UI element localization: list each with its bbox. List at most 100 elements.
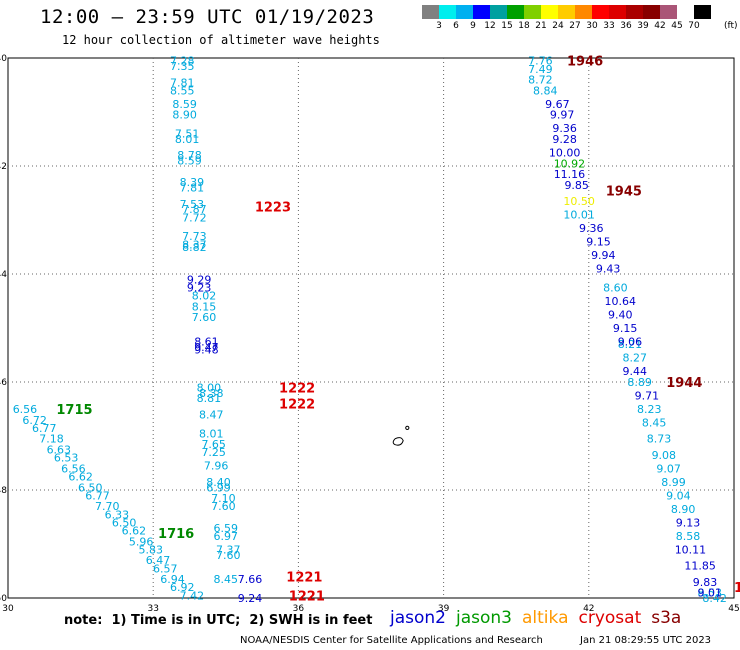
wave-height-point: 8.40 xyxy=(206,476,231,489)
wave-height-point: 9.44 xyxy=(623,365,648,378)
colorbar-swatch xyxy=(439,5,456,19)
wave-height-point: 10.92 xyxy=(554,157,586,170)
wave-height-point: 8.89 xyxy=(627,376,652,389)
wave-height-point: 6.99 xyxy=(206,481,231,494)
wave-height-point: 7.81 xyxy=(180,182,205,195)
wave-height-point: 9.15 xyxy=(613,322,638,335)
wave-height-point: 8.84 xyxy=(533,84,558,97)
wave-height-point: 7.72 xyxy=(182,211,207,224)
wave-height-point: 7.66 xyxy=(238,573,263,586)
wave-height-point: 6.50 xyxy=(78,481,103,494)
wave-height-point: 6.47 xyxy=(146,554,171,567)
wave-height-point: 6.62 xyxy=(68,471,93,484)
y-tick-label: -40 xyxy=(0,54,7,64)
wave-height-point: 9.47 xyxy=(194,341,219,354)
chart-subtitle: 12 hour collection of altimeter wave hei… xyxy=(62,33,380,47)
wave-height-point: 8.23 xyxy=(637,403,662,416)
wave-height-point: 8.58 xyxy=(676,530,701,543)
timestamp: Jan 21 08:29:55 UTC 2023 xyxy=(580,635,712,646)
wave-height-point: 8.39 xyxy=(180,176,205,189)
wave-height-point: 6.77 xyxy=(32,422,57,435)
pass-time-label: 1944 xyxy=(666,376,702,391)
page-title: 12:00 — 23:59 UTC 01/19/2023 xyxy=(40,6,375,28)
wave-height-point: 10.00 xyxy=(549,147,581,160)
wave-height-point: 9.36 xyxy=(579,222,604,235)
colorbar-label: 3 xyxy=(436,21,442,31)
wave-height-point: 9.83 xyxy=(693,576,718,589)
wave-height-point: 5.96 xyxy=(129,535,154,548)
wave-height-point: 7.53 xyxy=(180,198,205,211)
wave-height-point: 8.42 xyxy=(702,592,727,605)
satellite-legend-jason2: jason2 xyxy=(390,608,446,628)
wave-height-point: 8.37 xyxy=(182,238,207,251)
wave-height-point: 7.76 xyxy=(528,55,553,68)
wave-height-point: 9.48 xyxy=(194,344,219,357)
colorbar-legend: (ft) 3 6 9 12 15 18 21 24 27 30 33 36 39 42 45 70 xyxy=(422,5,740,33)
wave-height-point: 8.38 xyxy=(199,387,224,400)
wave-height-point: 8.60 xyxy=(603,282,628,295)
wave-height-point: 9.97 xyxy=(550,109,575,122)
footer-note: note: 1) Time is in UTC; 2) SWH is in fe… xyxy=(64,613,373,628)
wave-height-point: 7.35 xyxy=(170,60,195,73)
satellite-legend: jason2 jason3 altika cryosat s3a xyxy=(390,608,691,628)
wave-height-point: 9.29 xyxy=(187,273,212,286)
wave-height-point: 6.77 xyxy=(85,489,110,502)
pass-time-label: 1222 xyxy=(279,381,315,396)
colorbar-label: 36 xyxy=(620,21,632,31)
x-tick-label: 39 xyxy=(438,604,450,614)
wave-height-point: 7.60 xyxy=(192,311,217,324)
wave-height-point: 7.51 xyxy=(175,128,200,141)
wave-height-point: 8.45 xyxy=(214,573,239,586)
pass-time-label: 1221 xyxy=(289,589,325,604)
wave-height-point: 9.94 xyxy=(591,249,616,262)
wave-height-point: 8.15 xyxy=(192,300,217,313)
pass-time-label: 1223 xyxy=(255,201,291,216)
satellite-legend-cryosat: cryosat xyxy=(578,608,642,628)
colorbar-label: 21 xyxy=(535,21,547,31)
wave-height-point: 6.56 xyxy=(13,403,38,416)
wave-height-point: 11.16 xyxy=(554,168,586,181)
wave-height-point: 9.40 xyxy=(608,309,633,322)
colorbar-label: 33 xyxy=(603,21,615,31)
wave-height-point: 8.27 xyxy=(623,352,648,365)
wave-height-point: 6.72 xyxy=(22,414,47,427)
wave-height-point: 9.85 xyxy=(564,179,589,192)
colorbar-label: 15 xyxy=(501,21,513,31)
wave-height-point: 9.23 xyxy=(187,282,212,295)
pass-time-label: 1946 xyxy=(567,55,603,70)
colorbar-swatch xyxy=(507,5,524,19)
wave-height-point: 8.78 xyxy=(177,149,202,162)
x-tick-label: 45 xyxy=(728,604,739,614)
colorbar-label: 12 xyxy=(484,21,496,31)
pass-time-label: 1 xyxy=(734,581,740,596)
colorbar-unit: (ft) xyxy=(724,21,738,31)
plot-frame xyxy=(7,57,735,599)
colorbar-swatch xyxy=(422,5,439,19)
wave-height-point: 8.00 xyxy=(197,381,222,394)
wave-height-point: 7.60 xyxy=(211,500,236,513)
wave-height-point: 10.50 xyxy=(563,195,595,208)
colorbar-swatch xyxy=(473,5,490,19)
colorbar-label: 9 xyxy=(470,21,476,31)
satellite-legend-jason3: jason3 xyxy=(456,608,512,628)
wave-height-point: 8.81 xyxy=(197,392,222,405)
wave-height-point: 6.62 xyxy=(122,525,147,538)
wave-height-point: 8.90 xyxy=(172,109,197,122)
wave-height-point: 7.60 xyxy=(216,549,241,562)
wave-height-point: 7.81 xyxy=(170,76,195,89)
colorbar-swatch xyxy=(541,5,558,19)
wave-height-point: 9.04 xyxy=(666,489,691,502)
wave-height-point: 7.73 xyxy=(182,230,207,243)
wave-height-point: 6.56 xyxy=(61,462,86,475)
wave-height-point: 9.36 xyxy=(552,122,577,135)
colorbar-swatch xyxy=(524,5,541,19)
wave-height-point: 8.21 xyxy=(618,338,643,351)
wave-height-point: 6.50 xyxy=(112,516,137,529)
colorbar-swatch xyxy=(490,5,507,19)
wave-height-point: 10.11 xyxy=(675,543,707,556)
wave-height-point: 8.01 xyxy=(175,133,200,146)
wave-height-point: 6.94 xyxy=(160,573,185,586)
y-tick-label: -42 xyxy=(0,162,7,172)
wave-height-point: 7.42 xyxy=(180,589,205,602)
